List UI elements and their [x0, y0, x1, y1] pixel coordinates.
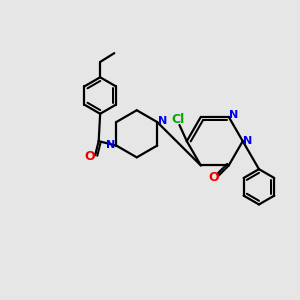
Text: Cl: Cl: [171, 113, 184, 126]
Text: O: O: [209, 171, 219, 184]
Text: N: N: [229, 110, 238, 120]
Text: N: N: [158, 116, 167, 126]
Text: N: N: [243, 136, 253, 146]
Text: N: N: [106, 140, 116, 150]
Text: O: O: [84, 150, 94, 163]
